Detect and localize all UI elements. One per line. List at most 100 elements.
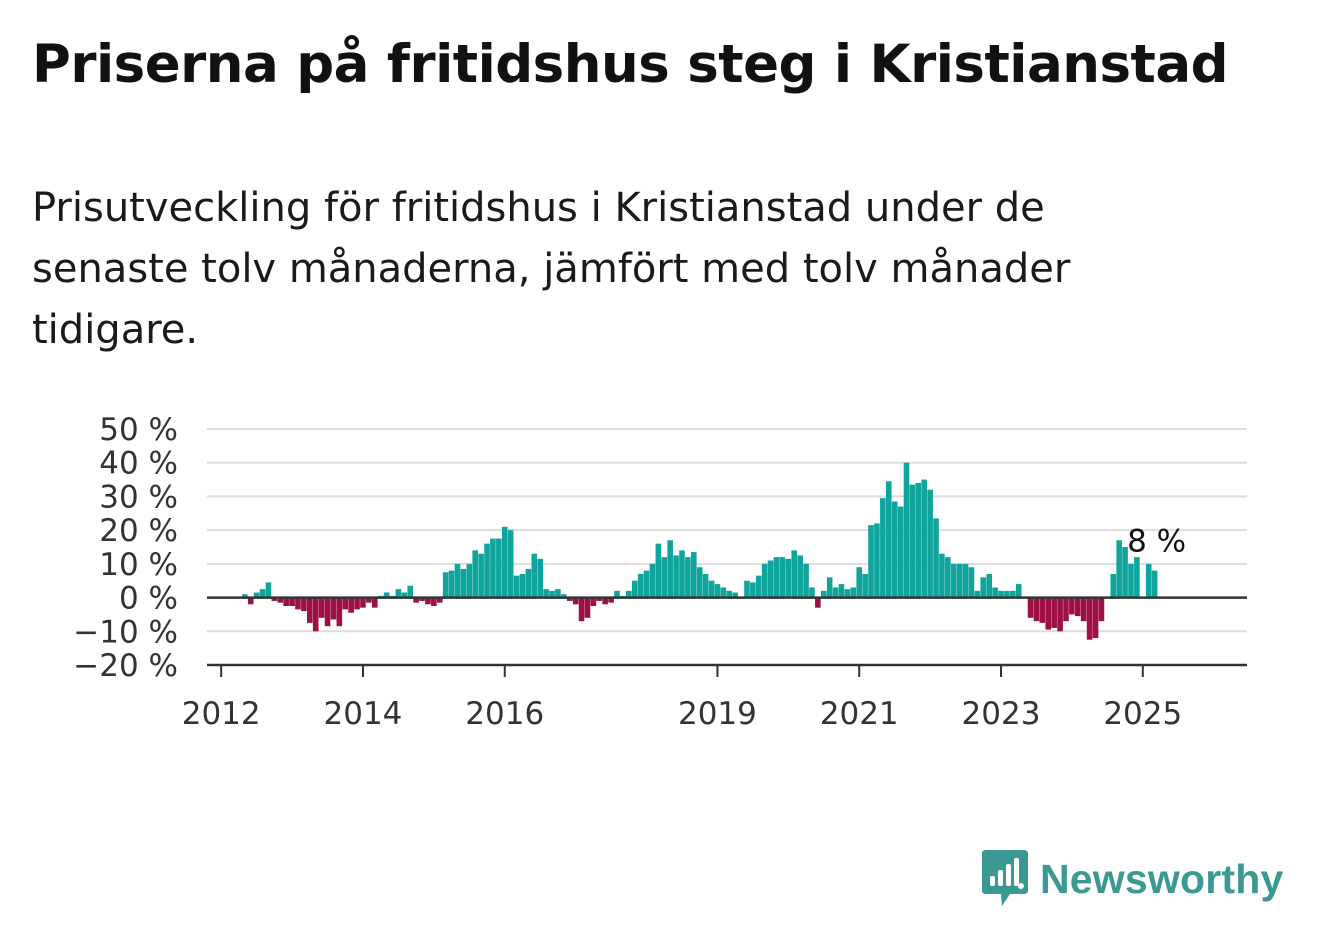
bar: [360, 597, 366, 608]
bar: [537, 558, 543, 598]
bar: [1063, 597, 1069, 622]
bar: [1116, 540, 1122, 598]
bar: [448, 570, 455, 598]
newsworthy-chart-bubble-icon: [982, 850, 1028, 906]
bar: [431, 597, 437, 606]
bar: [513, 575, 520, 598]
bar: [259, 589, 266, 598]
bar: [832, 587, 839, 598]
bar: [1110, 573, 1117, 598]
bar: [318, 597, 325, 618]
bar: [968, 567, 975, 598]
bar: [773, 557, 780, 598]
bar: [809, 587, 815, 598]
bar: [750, 582, 756, 598]
x-tick-label: 2016: [465, 696, 544, 732]
x-tick-label: 2025: [1103, 696, 1182, 732]
bar: [779, 557, 786, 598]
bar: [761, 563, 768, 598]
bar: [1092, 597, 1099, 639]
bar: [283, 597, 289, 606]
bar: [826, 577, 833, 598]
bar: [472, 550, 479, 598]
bar: [744, 580, 750, 598]
bar: [974, 590, 981, 598]
bar: [277, 597, 284, 603]
bar: [691, 552, 697, 598]
bar: [844, 589, 851, 598]
bar: [271, 597, 278, 601]
bar: [253, 592, 260, 598]
x-tick-label: 2023: [962, 696, 1041, 732]
bar: [1122, 547, 1128, 598]
bar: [755, 575, 762, 598]
bar: [702, 573, 709, 598]
bar: [247, 597, 254, 605]
bar: [608, 597, 614, 603]
bar: [797, 555, 803, 598]
bar: [348, 597, 354, 613]
y-tick-label: 20 %: [99, 513, 178, 549]
y-tick-label: 50 %: [99, 412, 178, 448]
bar: [980, 577, 987, 598]
bar: [962, 563, 969, 598]
bar: [933, 518, 939, 598]
bar: [1086, 597, 1093, 640]
bar: [714, 584, 721, 598]
bar: [602, 597, 608, 605]
x-tick-label: 2021: [820, 696, 899, 732]
bar: [998, 590, 1004, 598]
x-tick-label: 2014: [324, 696, 403, 732]
bar: [490, 538, 496, 598]
bar: [1075, 597, 1081, 617]
bar: [820, 590, 827, 598]
bar: [791, 550, 798, 598]
bar: [496, 538, 502, 598]
bar: [336, 597, 343, 627]
bar: [785, 558, 792, 598]
bar: [950, 563, 957, 598]
bar: [815, 597, 821, 608]
bar: [555, 589, 561, 598]
bar: [442, 572, 449, 598]
newsworthy-logo-text: Newsworthy: [1040, 855, 1284, 902]
y-tick-label: 40 %: [99, 446, 178, 482]
bar: [726, 590, 733, 598]
bar: [856, 567, 863, 598]
y-tick-label: −20 %: [73, 648, 178, 684]
bar: [891, 501, 898, 598]
bar: [1151, 570, 1158, 598]
bar: [732, 592, 738, 598]
bar: [596, 597, 603, 601]
bar: [767, 560, 774, 598]
bar: [1051, 597, 1057, 628]
bar: [1045, 597, 1052, 630]
newsworthy-logo[interactable]: Newsworthy: [980, 848, 1284, 910]
bar: [903, 462, 910, 598]
bar: [295, 597, 301, 610]
bar: [1134, 557, 1140, 598]
bar: [661, 557, 668, 598]
bar: [242, 594, 248, 598]
bar: [578, 597, 585, 622]
bar: [626, 590, 632, 598]
bar: [643, 570, 650, 598]
bar: [1069, 597, 1075, 615]
bar: [679, 550, 685, 598]
bar: [939, 553, 945, 598]
bar: [862, 573, 868, 598]
bar: [401, 592, 408, 598]
bar: [850, 587, 857, 598]
bar: [525, 568, 532, 598]
bar: [354, 597, 360, 610]
bar: [549, 590, 555, 598]
y-tick-label: 10 %: [99, 547, 178, 583]
bar: [1027, 597, 1034, 618]
bar: [1080, 597, 1087, 622]
bar: [1128, 563, 1134, 598]
bar: [1145, 563, 1152, 598]
bar: [425, 597, 431, 605]
bar: [454, 563, 461, 598]
bar: [927, 489, 933, 598]
